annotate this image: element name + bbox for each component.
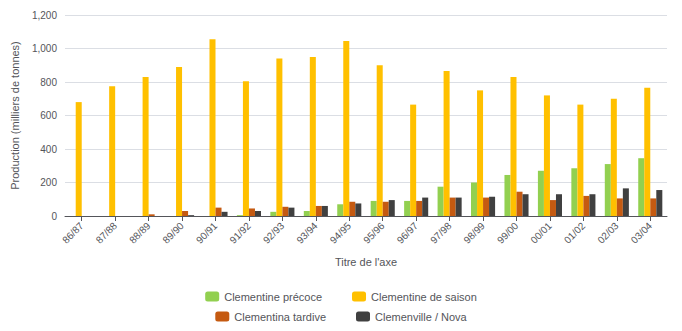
svg-text:Production (milliers de tonnes: Production (milliers de tonnes): [9, 41, 21, 190]
svg-text:01/02: 01/02: [562, 220, 588, 246]
svg-text:Clementine précoce: Clementine précoce: [224, 291, 322, 303]
svg-text:94/95: 94/95: [328, 220, 354, 246]
svg-text:600: 600: [40, 110, 57, 121]
svg-text:90/91: 90/91: [194, 220, 220, 246]
svg-text:98/99: 98/99: [461, 220, 487, 246]
svg-text:800: 800: [40, 77, 57, 88]
svg-text:95/96: 95/96: [361, 220, 387, 246]
svg-text:0: 0: [51, 211, 57, 222]
svg-text:03/04: 03/04: [629, 220, 655, 246]
svg-text:200: 200: [40, 177, 57, 188]
svg-text:89/90: 89/90: [160, 220, 186, 246]
svg-text:88/89: 88/89: [127, 220, 153, 246]
svg-text:Clemenville / Nova: Clemenville / Nova: [375, 311, 468, 323]
svg-text:02/03: 02/03: [595, 220, 621, 246]
svg-text:92/93: 92/93: [261, 220, 287, 246]
svg-text:99/00: 99/00: [495, 220, 521, 246]
svg-text:Clementina tardive: Clementina tardive: [234, 311, 326, 323]
svg-text:00/01: 00/01: [528, 220, 554, 246]
svg-text:97/98: 97/98: [428, 220, 454, 246]
svg-text:87/88: 87/88: [94, 220, 120, 246]
svg-text:91/92: 91/92: [227, 220, 253, 246]
svg-text:Clementine de saison: Clementine de saison: [371, 291, 477, 303]
svg-text:93/94: 93/94: [294, 220, 320, 246]
svg-text:400: 400: [40, 144, 57, 155]
svg-text:1,200: 1,200: [32, 10, 57, 21]
svg-text:86/87: 86/87: [60, 220, 86, 246]
svg-text:1,000: 1,000: [32, 43, 57, 54]
svg-text:96/97: 96/97: [395, 220, 421, 246]
svg-text:Titre de l'axe: Titre de l'axe: [335, 256, 397, 268]
